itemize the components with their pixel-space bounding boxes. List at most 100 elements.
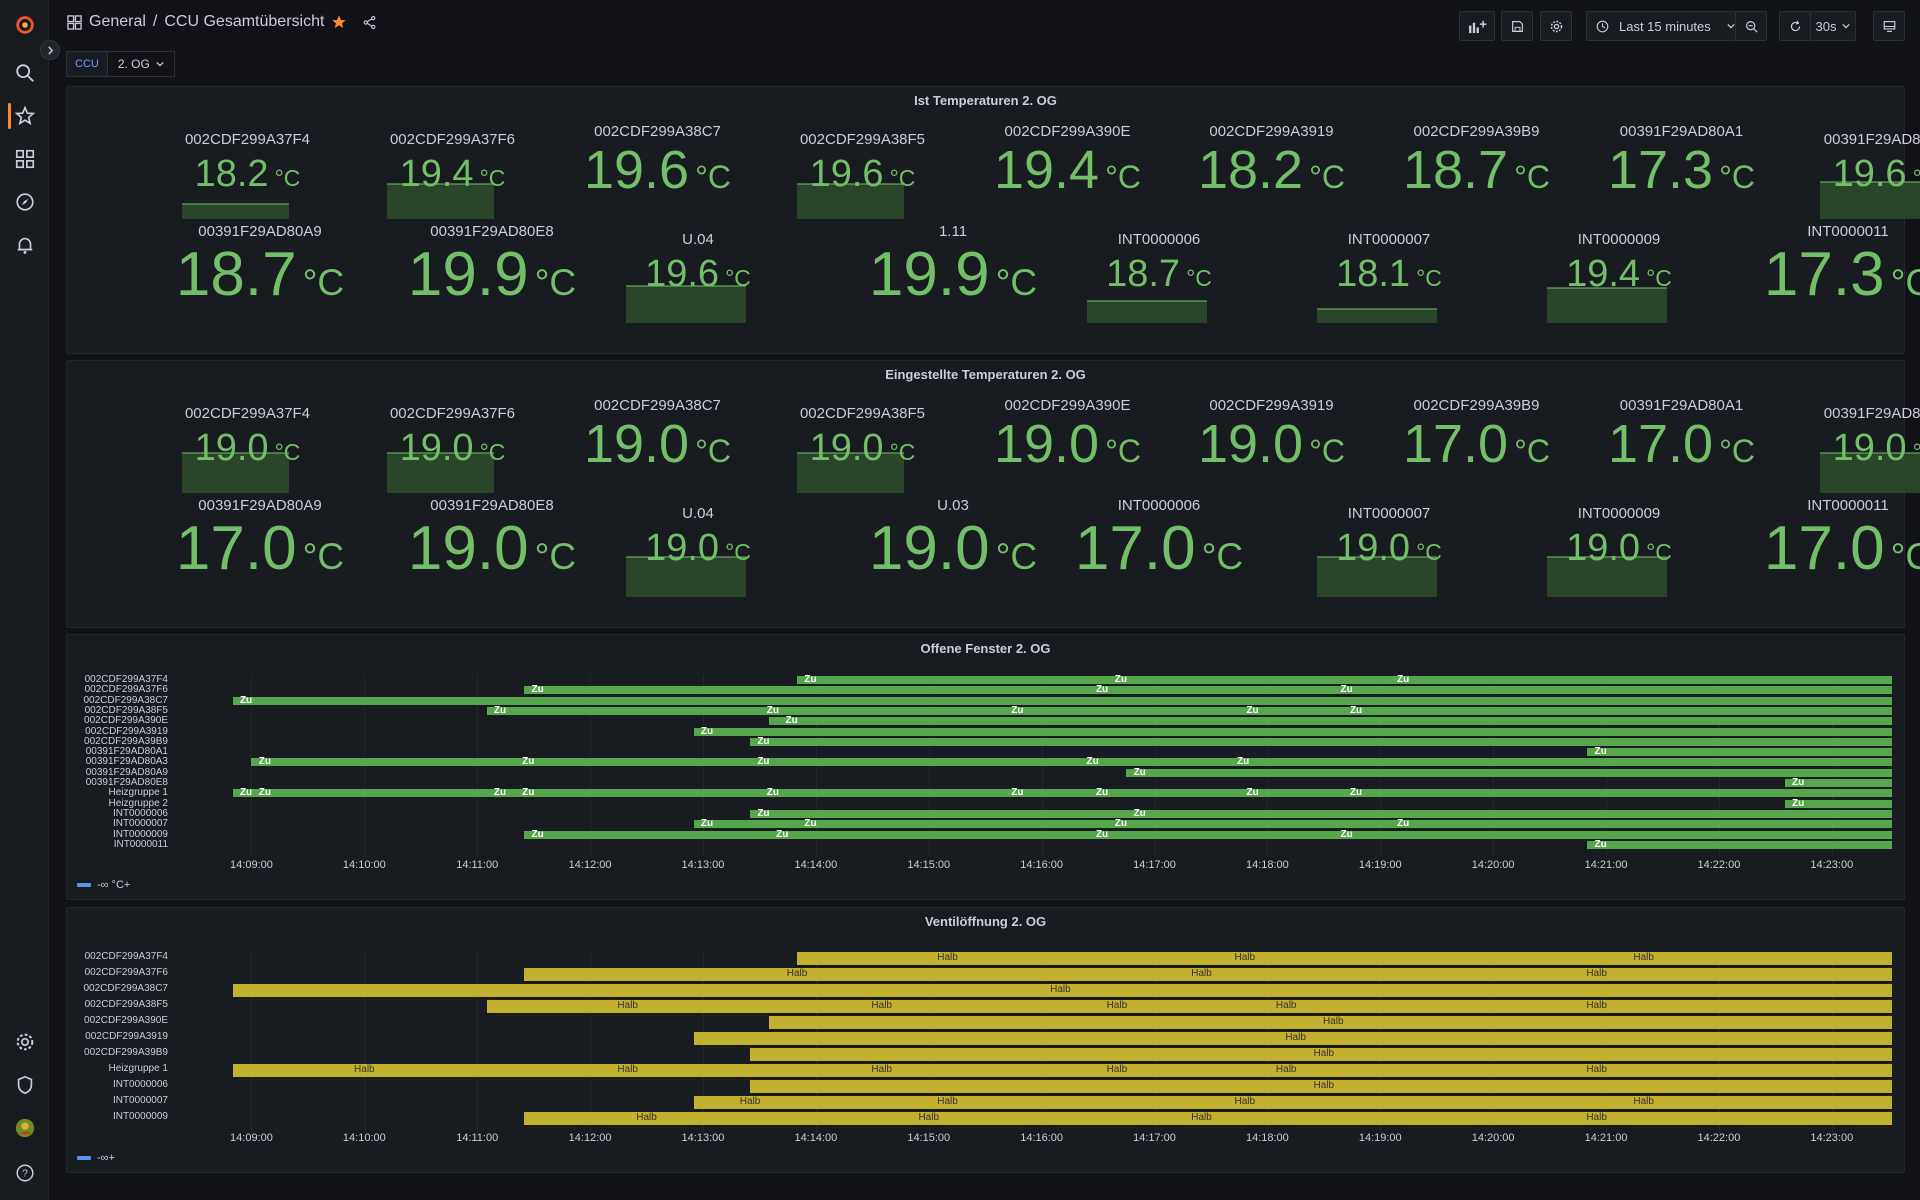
stat-00391f29ad80a9[interactable]: 00391F29AD80A9 18.7 °C	[145, 211, 375, 329]
panel-title[interactable]: Ist Temperaturen 2. OG	[914, 93, 1057, 108]
state-bar[interactable]	[1784, 799, 1892, 808]
state-bar[interactable]	[1587, 840, 1892, 849]
state-bar[interactable]	[750, 1048, 1892, 1061]
state-bar[interactable]	[693, 727, 1892, 736]
shield-icon[interactable]	[12, 1072, 37, 1097]
stat-int0000009[interactable]: INT0000009 19.0 °C	[1504, 485, 1734, 603]
panel-title[interactable]: Eingestellte Temperaturen 2. OG	[885, 367, 1086, 382]
stat-002cdf299a390e[interactable]: 002CDF299A390E 19.4 °C	[965, 111, 1170, 229]
stat-002cdf299a3919[interactable]: 002CDF299A3919 19.0 °C	[1169, 385, 1374, 503]
stat-int0000007[interactable]: INT0000007 19.0 °C	[1274, 485, 1504, 603]
panel-offene-fenster[interactable]: Offene Fenster 2. OG 14:09:00 14:10:00 14:…	[66, 634, 1905, 900]
state-bar[interactable]	[768, 1016, 1892, 1029]
state-bar[interactable]	[251, 758, 1892, 767]
stat-00391f29ad80a1[interactable]: 00391F29AD80A1 17.3 °C	[1579, 111, 1784, 229]
expand-sidebar-button[interactable]	[40, 40, 60, 60]
stat-u-04[interactable]: U.04 19.6 °C	[583, 211, 813, 329]
state-bar[interactable]	[524, 1112, 1892, 1125]
stat-00391f29ad80e8[interactable]: 00391F29AD80E8 19.0 °C	[377, 485, 607, 603]
row-label: INT0000006	[112, 807, 168, 819]
state-bar[interactable]	[797, 676, 1892, 684]
state-bar[interactable]	[1784, 779, 1892, 787]
stat-002cdf299a38f5[interactable]: 002CDF299A38F5 19.6 °C	[760, 111, 965, 229]
stat-int0000007[interactable]: INT0000007 18.1 °C	[1274, 211, 1504, 329]
state-bar[interactable]	[750, 809, 1892, 818]
search-icon[interactable]	[12, 60, 37, 85]
stat-u-04[interactable]: U.04 19.0 °C	[583, 485, 813, 603]
star-favorite-icon[interactable]	[331, 14, 347, 30]
stat-002cdf299a37f6[interactable]: 002CDF299A37F6 19.4 °C	[350, 111, 555, 229]
stat-int0000011[interactable]: INT0000011 17.3 °C	[1733, 211, 1920, 329]
stat-int0000006[interactable]: INT0000006 17.0 °C	[1044, 485, 1274, 603]
state-bar[interactable]	[1126, 768, 1892, 777]
share-icon[interactable]	[362, 15, 377, 30]
stat-002cdf299a37f6[interactable]: 002CDF299A37F6 19.0 °C	[350, 385, 555, 503]
stat-00391f29ad80a3[interactable]: 00391F29AD80A3 19.0°C	[1783, 385, 1920, 503]
page-title[interactable]: CCU Gesamtübersicht	[164, 13, 325, 30]
state-bar[interactable]	[232, 1064, 1892, 1077]
panel-ventiloeffnung[interactable]: Ventilöffnung 2. OG 14:09:00 14:10:00 14:1…	[66, 907, 1905, 1173]
legend[interactable]: -∞+	[77, 1152, 115, 1164]
stat-002cdf299a390e[interactable]: 002CDF299A390E 19.0 °C	[965, 385, 1170, 503]
legend[interactable]: -∞ °C+	[77, 879, 130, 891]
stat-002cdf299a39b9[interactable]: 002CDF299A39B9 18.7 °C	[1374, 111, 1579, 229]
state-bar[interactable]	[750, 1080, 1892, 1093]
starred-icon[interactable]	[12, 103, 37, 128]
stat-u-03[interactable]: U.03 19.0 °C	[838, 485, 1068, 603]
add-panel-button[interactable]	[1459, 11, 1495, 41]
breadcrumb-folder[interactable]: General	[89, 13, 146, 30]
stat-002cdf299a37f4[interactable]: 002CDF299A37F4 19.0 °C	[145, 385, 350, 503]
state-bar[interactable]	[750, 737, 1892, 746]
state-bar[interactable]	[232, 696, 1892, 705]
time-range-picker[interactable]: Last 15 minutes	[1586, 11, 1736, 41]
settings-gear-icon[interactable]	[12, 1029, 37, 1054]
state-bar[interactable]	[232, 984, 1892, 997]
tv-mode-button[interactable]	[1873, 11, 1905, 41]
refresh-interval-picker[interactable]: 30s	[1810, 11, 1856, 41]
state-label: Zu	[1086, 756, 1099, 768]
stat-002cdf299a38c7[interactable]: 002CDF299A38C7 19.6 °C	[555, 111, 760, 229]
help-icon[interactable]: ?	[12, 1160, 37, 1185]
alerting-bell-icon[interactable]	[12, 232, 37, 257]
user-avatar-icon[interactable]	[12, 1115, 37, 1140]
stat-002cdf299a38f5[interactable]: 002CDF299A38F5 19.0 °C	[760, 385, 965, 503]
state-bar[interactable]	[1587, 748, 1892, 757]
state-bar[interactable]	[693, 820, 1892, 829]
x-axis-tick: 14:13:00	[681, 1132, 725, 1144]
refresh-button[interactable]	[1779, 11, 1811, 41]
stat-int0000009[interactable]: INT0000009 19.4 °C	[1504, 211, 1734, 329]
state-bar[interactable]	[693, 1096, 1892, 1109]
state-bar[interactable]	[797, 952, 1892, 965]
state-bar[interactable]	[232, 789, 1892, 798]
explore-icon[interactable]	[12, 189, 37, 214]
state-bar[interactable]	[486, 1000, 1892, 1013]
panel-eingestellte-temperaturen[interactable]: Eingestellte Temperaturen 2. OG 002CDF29…	[66, 360, 1920, 628]
stat-value: 18.7	[1402, 140, 1509, 200]
panel-title[interactable]: Offene Fenster 2. OG	[920, 641, 1051, 656]
dashboards-icon[interactable]	[12, 146, 37, 171]
stat-002cdf299a39b9[interactable]: 002CDF299A39B9 17.0 °C	[1374, 385, 1579, 503]
stat-002cdf299a3919[interactable]: 002CDF299A3919 18.2 °C	[1169, 111, 1374, 229]
stat-002cdf299a38c7[interactable]: 002CDF299A38C7 19.0 °C	[555, 385, 760, 503]
panel-ist-temperaturen[interactable]: Ist Temperaturen 2. OG 002CDF299A37F4 18.…	[66, 86, 1920, 354]
state-bar[interactable]	[768, 717, 1892, 726]
state-bar[interactable]	[524, 830, 1892, 839]
panel-title[interactable]: Ventilöffnung 2. OG	[924, 914, 1047, 929]
dashboard-settings-button[interactable]	[1540, 11, 1572, 41]
variable-select-floor[interactable]: 2. OG	[106, 51, 175, 77]
state-bar[interactable]	[524, 968, 1892, 981]
state-bar[interactable]	[693, 1032, 1892, 1045]
stat-00391f29ad80a9[interactable]: 00391F29AD80A9 17.0 °C	[145, 485, 375, 603]
stat-00391f29ad80a1[interactable]: 00391F29AD80A1 17.0 °C	[1579, 385, 1784, 503]
stat-int0000011[interactable]: INT0000011 17.0 °C	[1733, 485, 1920, 603]
grafana-logo-icon[interactable]	[12, 12, 37, 37]
state-bar[interactable]	[486, 706, 1892, 715]
stat-1-11[interactable]: 1.11 19.9 °C	[838, 211, 1068, 329]
save-dashboard-button[interactable]	[1501, 11, 1533, 41]
stat-00391f29ad80e8[interactable]: 00391F29AD80E8 19.9 °C	[377, 211, 607, 329]
state-bar[interactable]	[524, 686, 1892, 695]
zoom-out-button[interactable]	[1735, 11, 1767, 41]
stat-00391f29ad80a3[interactable]: 00391F29AD80A3 19.6°C	[1783, 111, 1920, 229]
stat-002cdf299a37f4[interactable]: 002CDF299A37F4 18.2 °C	[145, 111, 350, 229]
stat-int0000006[interactable]: INT0000006 18.7 °C	[1044, 211, 1274, 329]
